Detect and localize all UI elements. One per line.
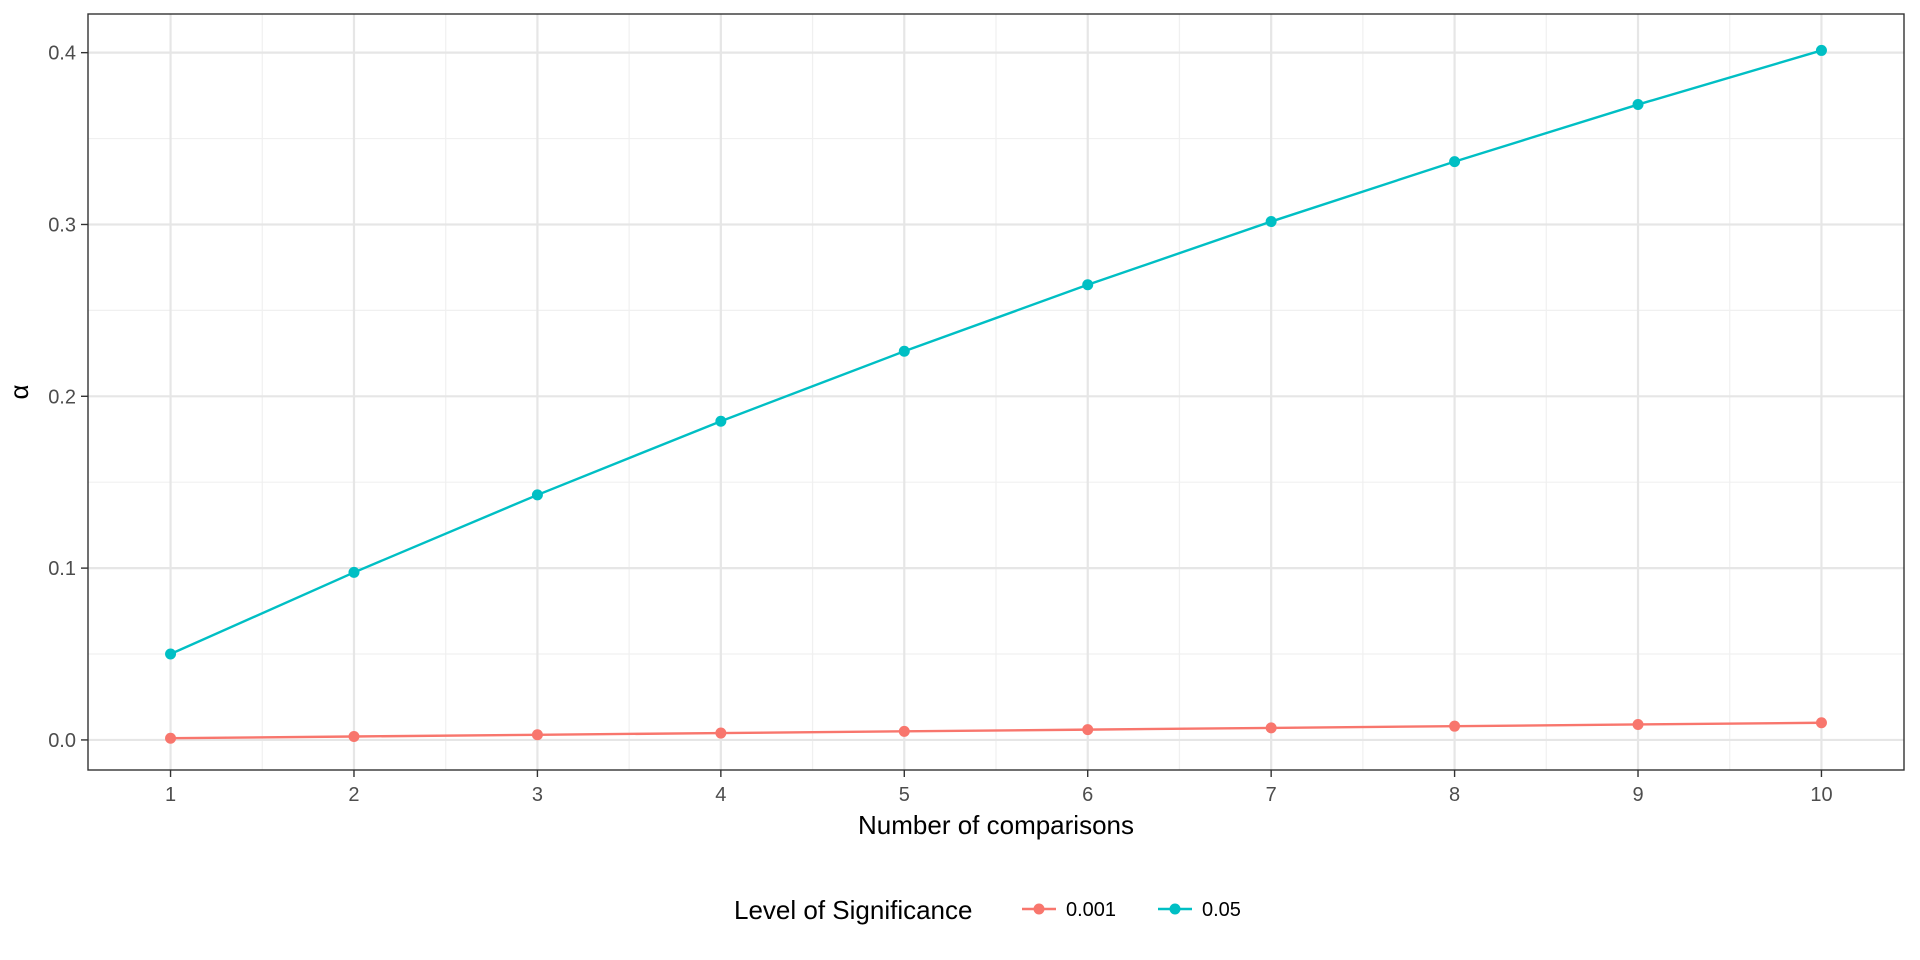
y-axis-title: α	[4, 384, 34, 399]
x-tick-label: 5	[899, 784, 910, 806]
data-point	[531, 489, 543, 501]
legend-key-point	[1033, 903, 1045, 915]
data-point	[1082, 724, 1094, 736]
data-point	[1265, 216, 1277, 228]
series-0.001	[165, 717, 1827, 744]
x-tick-label: 1	[165, 784, 176, 806]
x-tick-label: 3	[532, 784, 543, 806]
y-tick-label: 0.1	[48, 558, 76, 580]
data-point	[898, 725, 910, 737]
series-0.05	[165, 44, 1827, 660]
data-point	[715, 415, 727, 427]
legend-label: 0.001	[1066, 899, 1116, 921]
data-point	[1449, 720, 1461, 732]
data-point	[531, 729, 543, 741]
x-tick-label: 4	[715, 784, 726, 806]
data-point	[1815, 717, 1827, 729]
legend-item-0.001: 0.001	[1022, 899, 1116, 921]
minor-gridlines	[88, 14, 1904, 770]
x-tick-label: 6	[1082, 784, 1093, 806]
legend-key-point	[1169, 903, 1181, 915]
data-point	[1082, 279, 1094, 291]
x-tick-label: 9	[1632, 784, 1643, 806]
major-gridlines	[88, 14, 1904, 770]
data-point	[348, 730, 360, 742]
data-point	[165, 732, 177, 744]
legend-title: Level of Significance	[734, 895, 972, 925]
legend-items: 0.001 0.05	[1022, 899, 1241, 921]
y-tick-label: 0.2	[48, 386, 76, 408]
data-point	[348, 566, 360, 578]
data-point	[1632, 718, 1644, 730]
y-tick-label: 0.0	[48, 730, 76, 752]
data-point	[715, 727, 727, 739]
x-tick-label: 7	[1266, 784, 1277, 806]
data-point	[1815, 44, 1827, 56]
x-axis: 1 2 3 4 5 6 7 8 9 10	[165, 770, 1833, 806]
data-point	[1265, 722, 1277, 734]
y-tick-label: 0.4	[48, 43, 76, 65]
series-line	[170, 49, 1822, 656]
series-line	[170, 721, 1822, 740]
data-point	[1449, 156, 1461, 168]
legend: Level of Significance 0.001 0.05	[734, 895, 1241, 925]
y-tick-label: 0.3	[48, 214, 76, 236]
x-tick-label: 2	[348, 784, 359, 806]
series-layer	[165, 44, 1827, 744]
legend-item-0.05: 0.05	[1158, 899, 1241, 921]
x-tick-label: 8	[1449, 784, 1460, 806]
panel-border	[87, 13, 1905, 771]
legend-label: 0.05	[1202, 899, 1241, 921]
data-point	[1632, 99, 1644, 111]
data-point	[898, 345, 910, 357]
y-axis: 0.0 0.1 0.2 0.3 0.4	[48, 43, 88, 752]
x-axis-title: Number of comparisons	[858, 810, 1134, 840]
x-tick-label: 10	[1810, 784, 1832, 806]
data-point	[165, 648, 177, 660]
